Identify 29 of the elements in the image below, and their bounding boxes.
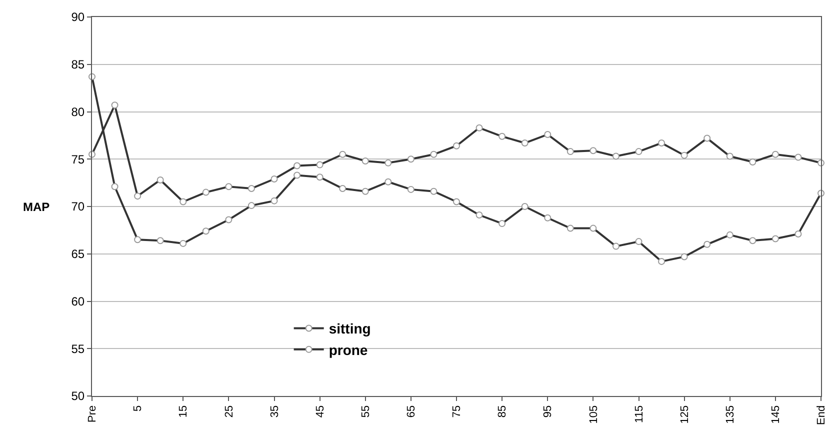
x-tick-label: 45 (314, 405, 326, 418)
x-tick-label: 95 (542, 405, 554, 418)
y-axis-title: MAP (23, 200, 50, 214)
x-tick-label: 75 (451, 405, 464, 418)
x-tick-label: 35 (268, 405, 281, 418)
y-tick-label: 85 (71, 58, 85, 72)
y-tick-label: 80 (71, 104, 85, 119)
y-tick-label: 55 (71, 342, 85, 356)
x-tick-label: 85 (496, 405, 509, 418)
y-tick-label: 60 (71, 294, 85, 308)
legend-label: sitting (328, 320, 371, 337)
x-tick-label: 55 (360, 405, 372, 418)
y-tick-label: 65 (71, 247, 85, 262)
y-tick-label: 90 (71, 10, 85, 24)
y-tick-label: 75 (71, 152, 85, 166)
x-tick-label: Pre (86, 405, 99, 423)
x-tick-label: 145 (770, 405, 782, 424)
y-tick-label: 50 (71, 389, 85, 404)
legend-label: prone (328, 342, 368, 358)
x-tick-label: 135 (724, 405, 736, 424)
y-tick-label: 70 (71, 200, 85, 214)
x-tick-label: End (816, 405, 828, 425)
x-tick-label: 105 (588, 405, 600, 424)
x-tick-label: 115 (633, 405, 646, 423)
x-tick-label: 5 (132, 405, 144, 412)
x-tick-label: 125 (678, 405, 691, 424)
x-tick-label: 65 (406, 405, 418, 418)
x-tick-label: 15 (178, 405, 190, 418)
x-tick-label: 25 (223, 405, 236, 418)
